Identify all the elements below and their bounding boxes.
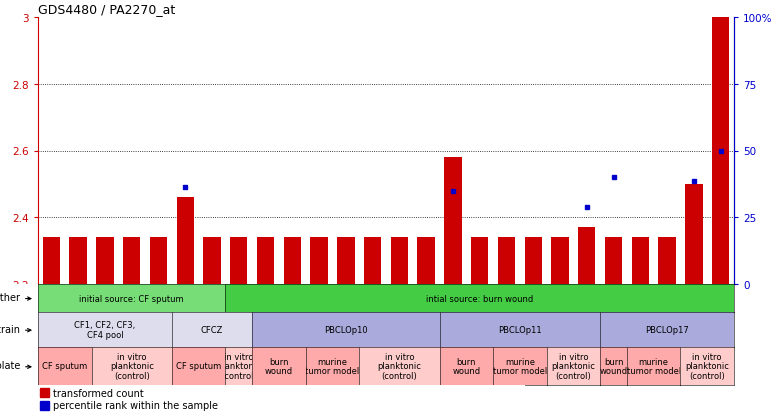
Bar — [391, 238, 408, 284]
Text: percentile rank within the sample: percentile rank within the sample — [53, 401, 218, 411]
Bar — [230, 238, 248, 284]
Text: PBCLOp10: PBCLOp10 — [324, 325, 368, 334]
Bar — [337, 238, 354, 284]
Text: CF1, CF2, CF3,
CF4 pool: CF1, CF2, CF3, CF4 pool — [74, 320, 135, 339]
Bar — [204, 238, 221, 284]
Bar — [364, 238, 382, 284]
Text: other: other — [0, 293, 21, 303]
Bar — [712, 18, 729, 284]
Bar — [96, 238, 114, 284]
Bar — [149, 238, 167, 284]
Text: strain: strain — [0, 324, 21, 334]
Bar — [471, 238, 488, 284]
Text: murine
tumor model: murine tumor model — [493, 357, 547, 375]
Text: in vitro
planktonic
(control): in vitro planktonic (control) — [685, 352, 729, 380]
Bar — [551, 238, 569, 284]
Text: transformed count: transformed count — [53, 388, 144, 398]
Bar — [40, 401, 50, 410]
Bar — [685, 185, 703, 284]
Bar — [257, 238, 274, 284]
Text: intial source: burn wound: intial source: burn wound — [426, 294, 533, 303]
Text: CF sputum: CF sputum — [42, 362, 87, 370]
Text: burn
wound: burn wound — [452, 357, 481, 375]
Text: PBCLOp17: PBCLOp17 — [646, 325, 689, 334]
Text: CF sputum: CF sputum — [176, 362, 221, 370]
Text: murine
tumor model: murine tumor model — [627, 357, 681, 375]
Text: GDS4480 / PA2270_at: GDS4480 / PA2270_at — [38, 3, 175, 16]
Bar — [310, 238, 327, 284]
Text: burn
wound: burn wound — [265, 357, 293, 375]
Bar — [176, 198, 194, 284]
Bar — [123, 238, 140, 284]
Bar — [444, 158, 461, 284]
Bar — [43, 238, 60, 284]
Text: burn
wound: burn wound — [600, 357, 628, 375]
Bar — [40, 388, 50, 397]
Bar — [578, 228, 595, 284]
Text: isolate: isolate — [0, 361, 21, 370]
Bar — [525, 238, 542, 284]
Text: in vitro
planktonic
(control): in vitro planktonic (control) — [217, 352, 261, 380]
Bar — [70, 238, 87, 284]
Text: initial source: CF sputum: initial source: CF sputum — [80, 294, 184, 303]
Bar — [604, 238, 622, 284]
Text: CFCZ: CFCZ — [200, 325, 223, 334]
Text: in vitro
planktonic
(control): in vitro planktonic (control) — [551, 352, 595, 380]
Bar — [498, 238, 515, 284]
Text: PBCLOp11: PBCLOp11 — [498, 325, 542, 334]
Bar — [632, 238, 649, 284]
Bar — [659, 238, 676, 284]
Text: in vitro
planktonic
(control): in vitro planktonic (control) — [378, 352, 421, 380]
Text: in vitro
planktonic
(control): in vitro planktonic (control) — [110, 352, 153, 380]
Bar — [283, 238, 301, 284]
Bar — [417, 238, 435, 284]
Text: murine
tumor model: murine tumor model — [305, 357, 360, 375]
